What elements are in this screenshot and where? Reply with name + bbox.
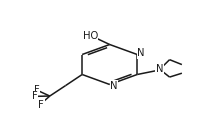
Text: F: F	[34, 85, 40, 95]
Text: N: N	[136, 49, 144, 58]
Text: HO: HO	[82, 31, 97, 41]
Text: F: F	[32, 91, 38, 101]
Text: N: N	[155, 64, 163, 74]
Text: N: N	[110, 80, 117, 91]
Text: F: F	[38, 100, 44, 110]
